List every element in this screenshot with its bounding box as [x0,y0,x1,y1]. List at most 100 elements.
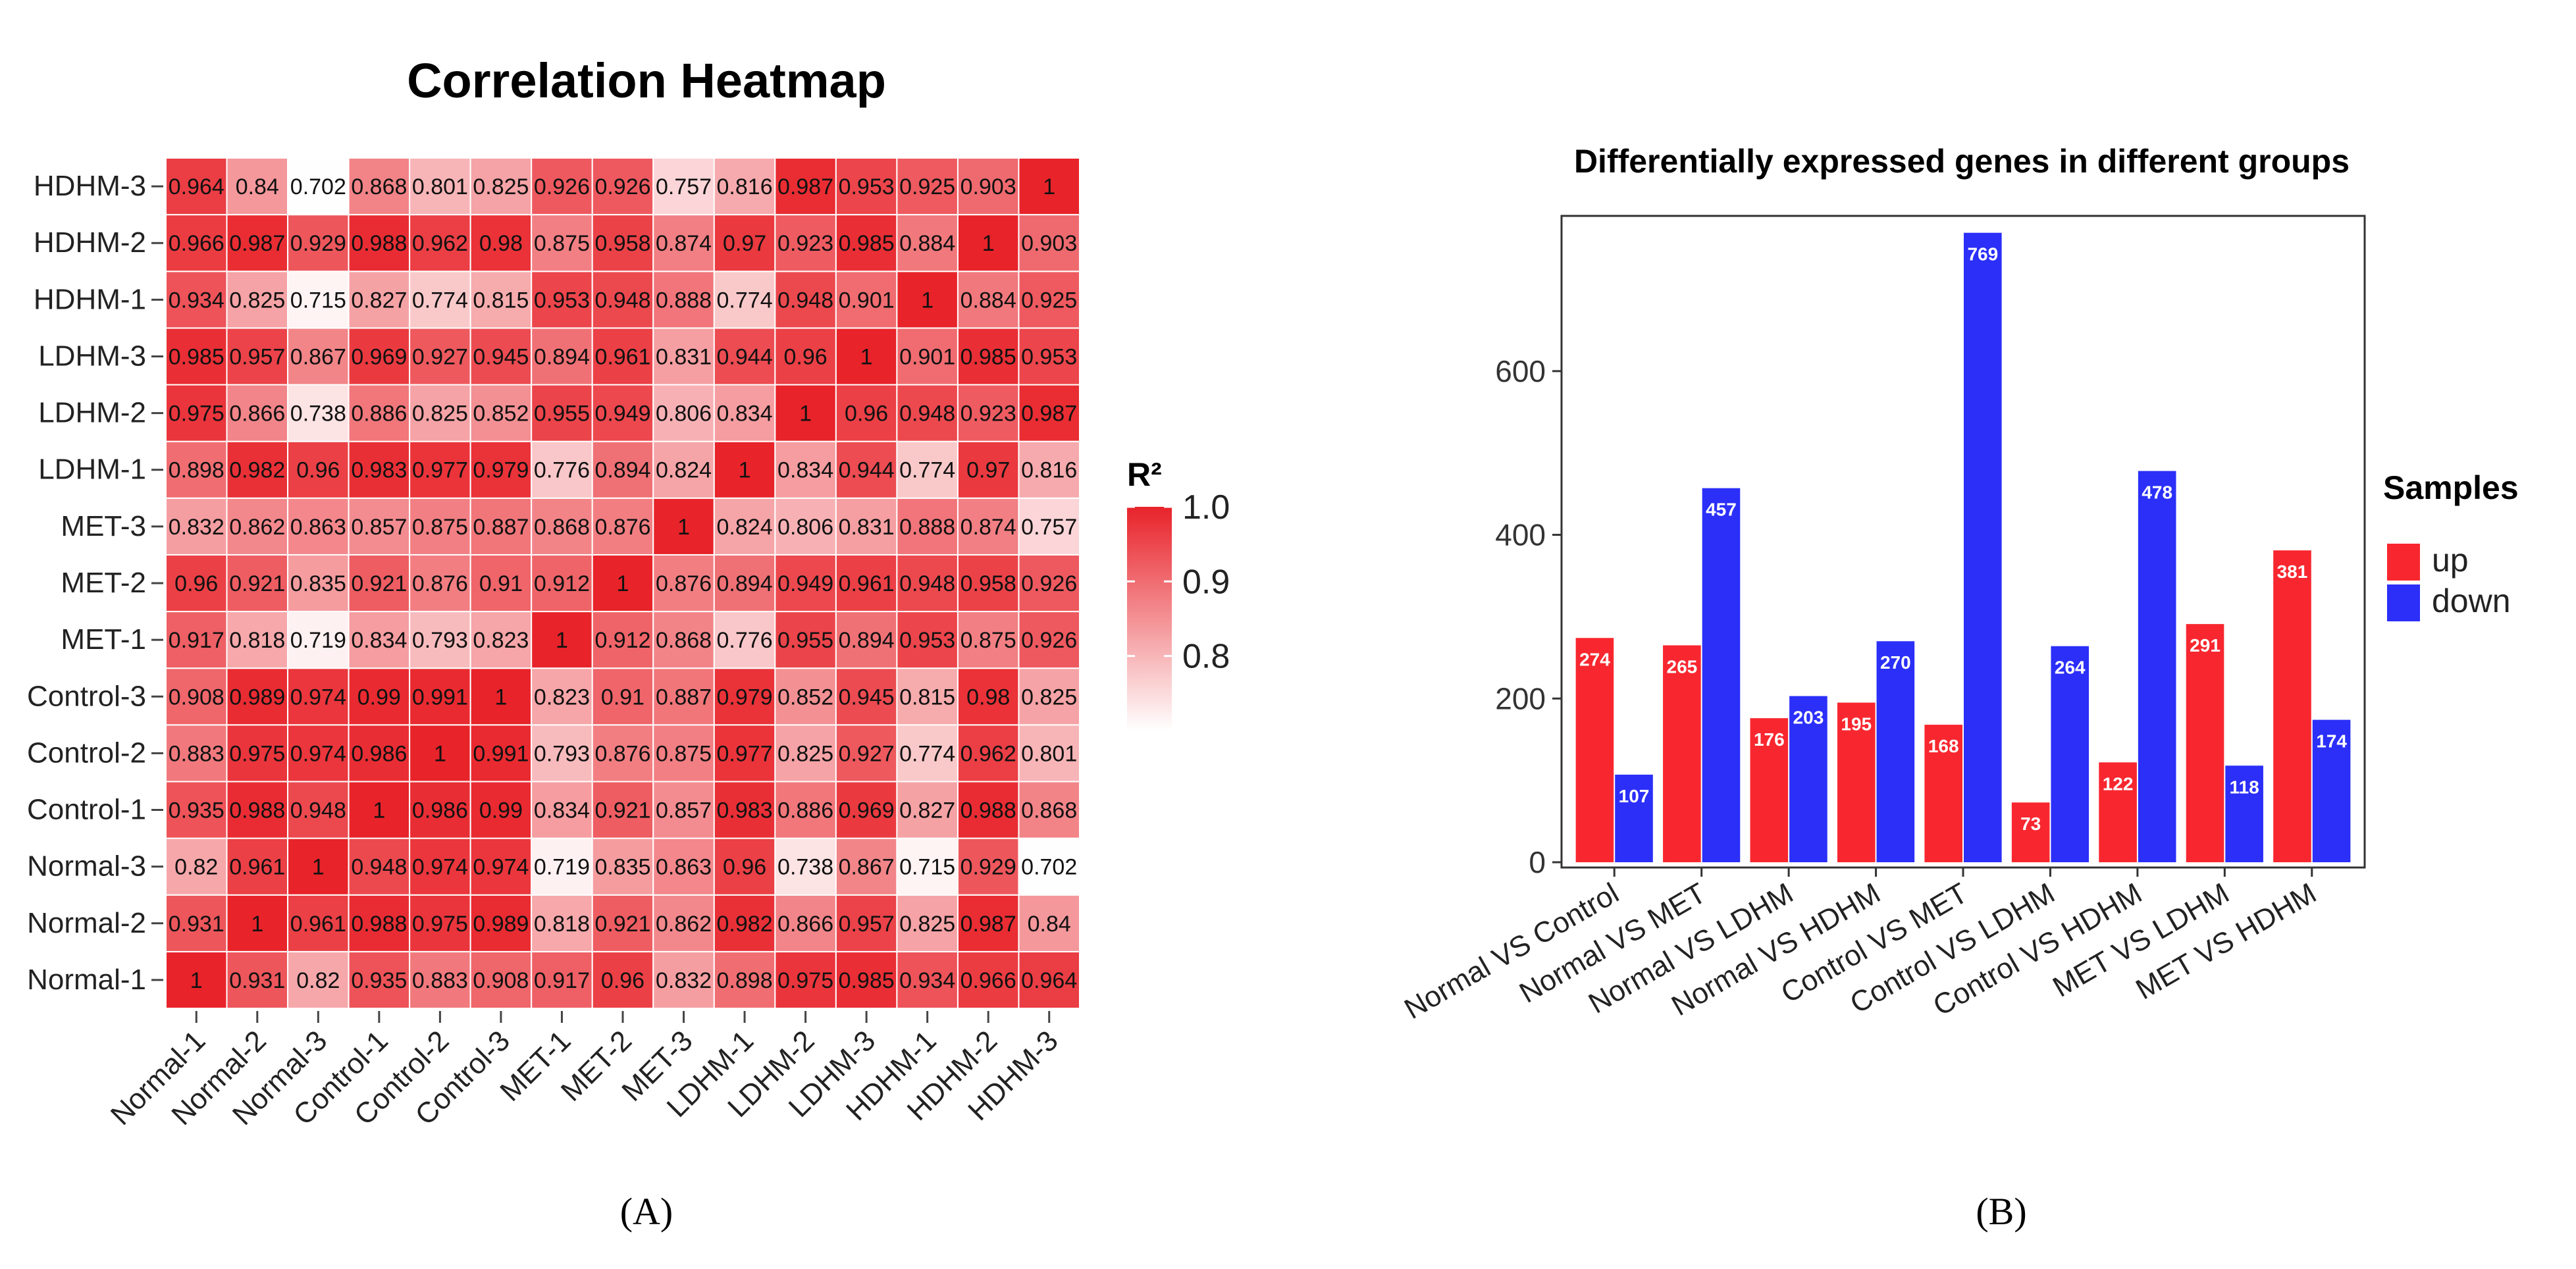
heatmap-cell-value: 0.776 [534,458,590,483]
heatmap-cell-value: 0.857 [656,798,712,823]
heatmap-cell-value: 0.988 [960,798,1016,823]
heatmap-cell-value: 0.82 [174,855,218,880]
heatmap-cell [469,894,533,952]
heatmap-row-label: HDHM-2 [34,226,146,259]
bar-value-label: 381 [2277,561,2308,582]
heatmap-cell-value: 0.985 [839,231,895,256]
heatmap-cell-value: 0.988 [229,798,285,823]
heatmap-cell-value: 0.983 [351,458,407,483]
bar-up [2186,624,2224,862]
bar-value-label: 73 [2020,814,2041,834]
heatmap-cell-value: 0.921 [229,571,285,596]
heatmap-cell-value: 0.82 [296,968,340,993]
heatmap-cell-value: 0.908 [473,968,529,993]
heatmap-cell-value: 0.715 [899,855,955,880]
heatmap-cell [531,157,593,216]
heatmap-cell-value: 0.975 [777,968,833,993]
heatmap-cell [835,611,898,669]
heatmap-cell-value: 0.989 [229,685,285,710]
heatmap-cell-value: 0.945 [473,344,529,369]
heatmap-cell-value: 0.825 [777,741,833,766]
heatmap-cell-value: 0.986 [351,741,407,766]
heatmap-cell-value: 0.979 [473,458,529,483]
heatmap-cell [348,271,411,329]
heatmap-cell [957,950,1020,1010]
heatmap-cell-value: 0.824 [717,515,773,540]
heatmap-row-labels: Normal-1 Normal-2 Normal-3 Control-1 Control… [27,170,163,996]
heatmap-cell-value: 1 [739,458,751,483]
heatmap-cell [287,327,350,386]
heatmap-cell-value: 0.91 [601,685,644,710]
heatmap-cell-value: 0.774 [717,288,773,313]
heatmap-cell [835,214,898,272]
heatmap-cell [835,667,898,726]
heatmap-cell-value: 1 [799,401,812,427]
heatmap-cell [409,327,471,386]
heatmap-row-label: LDHM-2 [38,397,146,429]
heatmap-cell [957,781,1020,839]
heatmap-cell [226,384,289,442]
heatmap-cell-value: 0.96 [174,571,218,596]
heatmap-cell-value: 0.876 [412,571,468,596]
heatmap-cell-value: 0.964 [169,174,224,199]
heatmap-cell [591,271,654,329]
bar-legend-title: Samples [2383,469,2519,506]
heatmap-cell [409,667,471,726]
heatmap-cell-value: 1 [556,628,568,653]
heatmap-cell-value: 0.982 [717,912,773,937]
heatmap-cell-value: 0.876 [656,571,712,596]
heatmap-cell-value: 1 [373,798,385,823]
heatmap-cell [774,781,837,839]
heatmap-row-label: HDHM-3 [34,170,146,202]
heatmap-cell-value: 0.948 [290,798,346,823]
heatmap-row-label: MET-2 [61,567,146,599]
heatmap-cell [531,667,593,726]
heatmap-cell-value: 1 [677,515,690,540]
heatmap-cell-value: 0.903 [960,174,1016,199]
heatmap-cell-value: 0.832 [656,968,712,993]
heatmap-cell-value: 0.867 [290,344,346,369]
heatmap-cell [469,781,533,839]
heatmap-cell [957,157,1020,216]
heatmap-cell [957,497,1020,556]
heatmap-cell [713,554,776,613]
heatmap-cell [531,611,593,669]
heatmap-cell-value: 1 [494,685,507,710]
bar-value-label: 118 [2230,777,2259,797]
heatmap-cell [287,667,350,726]
heatmap-cell-value: 0.702 [290,174,346,199]
heatmap-cell-value: 0.757 [656,174,712,199]
heatmap-cell-value: 0.886 [351,401,407,427]
heatmap-cell-value: 0.868 [534,515,590,540]
heatmap-cell [835,781,898,839]
heatmap-cell-value: 0.857 [351,515,407,540]
heatmap-cell-value: 0.831 [839,515,895,540]
bar-up [1837,702,1876,862]
heatmap-cell [591,667,654,726]
heatmap-cell-value: 0.825 [1021,685,1077,710]
heatmap-cell-value: 0.875 [534,231,590,256]
heatmap-cell [287,837,350,896]
heatmap-cell-value: 0.863 [656,855,712,880]
heatmap-cell [409,271,471,329]
heatmap-cell-value: 0.886 [777,798,833,823]
heatmap-cell [226,667,289,726]
heatmap-cell-value: 0.875 [960,628,1016,653]
heatmap-cell-value: 0.815 [899,685,955,710]
heatmap-cell-value: 0.827 [351,288,407,313]
heatmap-cell-value: 0.894 [534,344,590,369]
heatmap-row-label: HDHM-1 [34,283,146,315]
heatmap-cell [1018,781,1081,839]
heatmap-cell [774,837,837,896]
heatmap-cell-value: 0.738 [777,855,833,880]
heatmap-cell [531,894,593,952]
heatmap-cell [835,384,898,442]
heatmap-cell [774,667,837,726]
heatmap-cell-value: 0.852 [777,685,833,710]
heatmap-cell-value: 0.884 [899,231,955,256]
heatmap-cell-value: 0.983 [717,798,773,823]
heatmap-cell-value: 0.823 [534,685,590,710]
heatmap-cell [165,667,228,726]
heatmap-cell [1018,894,1081,952]
heatmap-cell-value: 0.926 [1021,571,1077,596]
